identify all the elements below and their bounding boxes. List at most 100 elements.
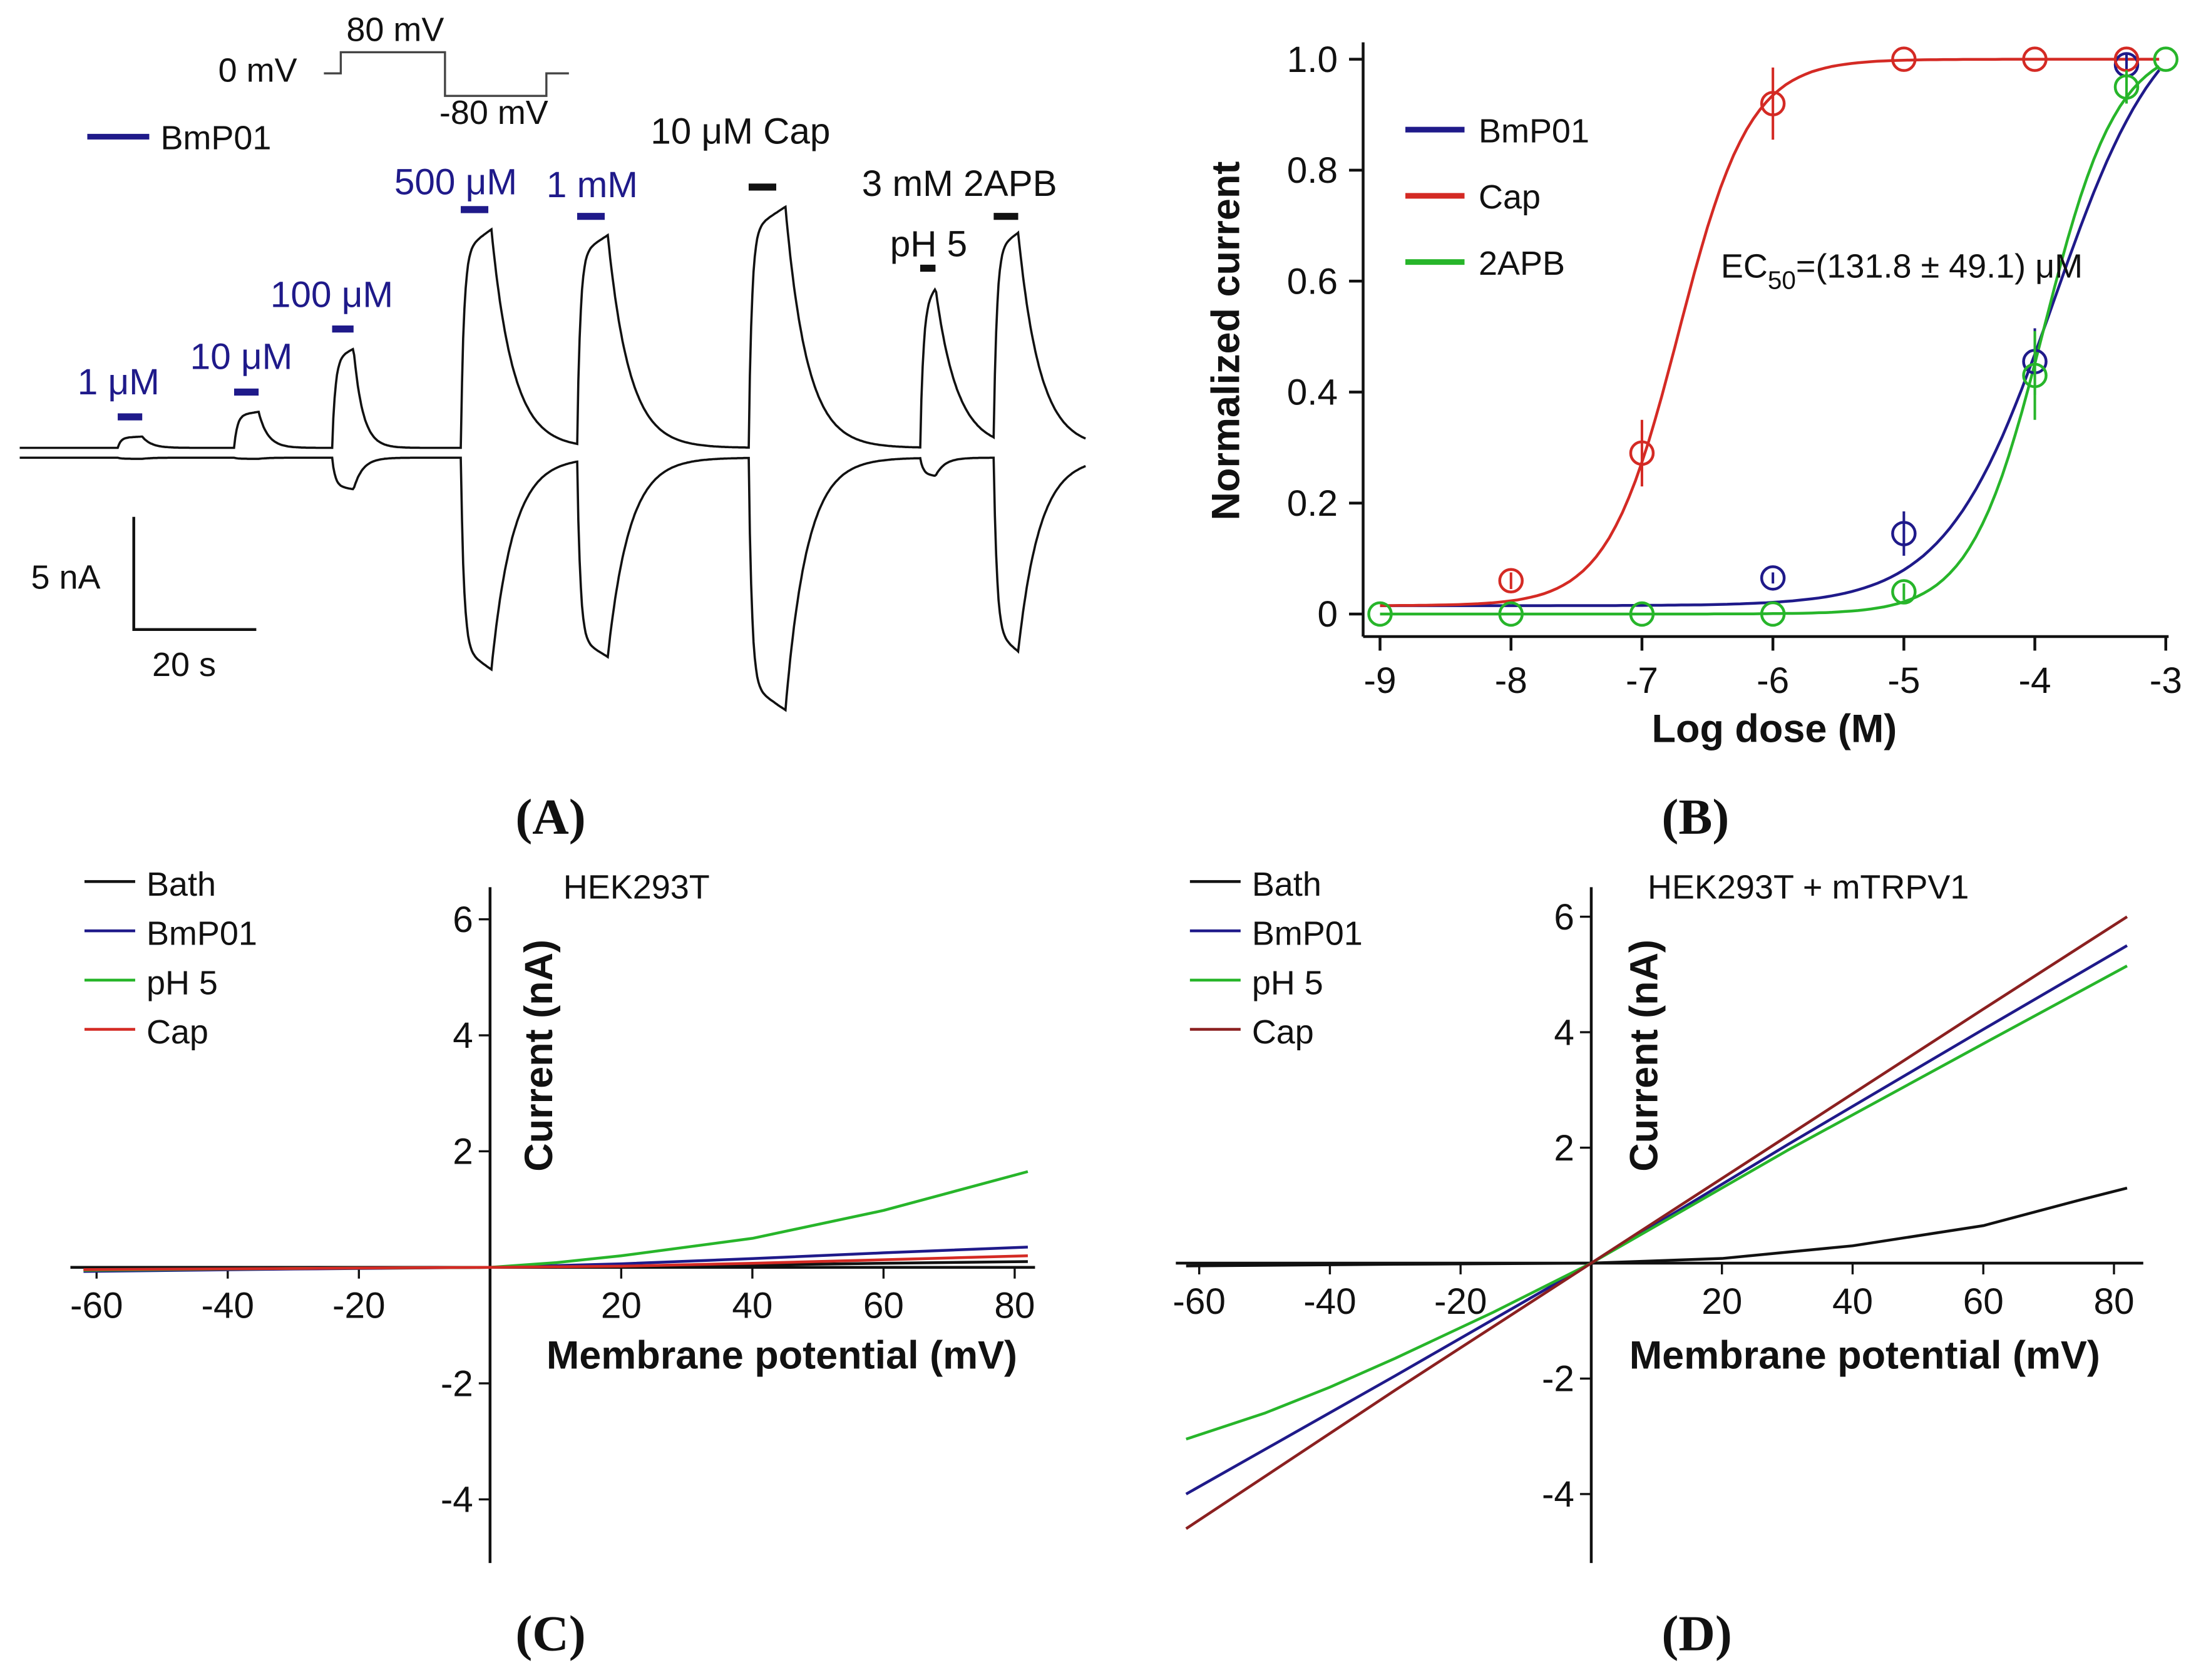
data-point-2apb [1760, 601, 1786, 627]
legend-label-2apb: 2APB [1479, 245, 1565, 282]
panel-label-b: (B) [1661, 789, 1729, 845]
data-point-2apb [1498, 601, 1524, 627]
ec50-sub: 50 [1768, 265, 1796, 294]
y-tick-label: 0 [1318, 594, 1338, 635]
panel-c-iv-hek293t: -60 -40 -20 20 40 60 80 6 4 2 -2 -4 Bath BmP01 pH 5 Cap… [70, 866, 1035, 1662]
iv-curve-bath [1186, 1186, 2128, 1268]
application-label-500-m: 500 μM [394, 162, 517, 203]
ec50-main: EC [1721, 247, 1768, 285]
y-tick-label: 2 [1554, 1128, 1574, 1169]
x-tick-label: -40 [1303, 1281, 1357, 1322]
y-tick-label: -4 [1542, 1474, 1574, 1515]
iv-curve-bmp01 [1185, 944, 2128, 1495]
x-tick-label: -40 [202, 1286, 255, 1326]
y-tick-label: 6 [1554, 897, 1574, 938]
data-point-cap [1629, 440, 1655, 466]
panel-label-d: (D) [1661, 1606, 1732, 1662]
iv-curve-ph-5 [1186, 965, 2128, 1441]
x-tick-label: -9 [1364, 660, 1397, 701]
x-tick-label: 60 [1963, 1281, 2004, 1322]
x-tick-label: -4 [2019, 660, 2051, 701]
legend-label-cap: Cap [1252, 1013, 1314, 1051]
ec50-value: =(131.8 ± 49.1) μM [1796, 247, 2083, 285]
scale-bar-y-label: 5 nA [31, 558, 100, 596]
panel-label-a: (A) [515, 789, 585, 845]
panel-a-current-traces: 0 mV 80 mV -80 mV BmP01 1 μM 10 μM 100 μM 5… [19, 11, 1086, 845]
trace-minus80mv [19, 456, 1086, 712]
legend-label-bath: Bath [1252, 866, 1321, 903]
plot-title: HEK293T + mTRPV1 [1648, 868, 1969, 906]
iv-plot: -60 -40 -20 20 40 60 80 6 4 2 -2 -4 Bath BmP01 pH 5 Cap [70, 866, 1035, 1564]
current-traces [19, 205, 1086, 712]
y-tick-label: 4 [453, 1015, 473, 1056]
data-point-cap [1498, 568, 1524, 594]
fit-curve-cap [1380, 58, 2160, 607]
y-axis-label: Current (nA) [1623, 940, 1666, 1172]
y-tick-label: -4 [441, 1480, 473, 1520]
data-point-2apb [2153, 46, 2179, 72]
application-label-ph-5: pH 5 [890, 224, 968, 265]
panel-label-c: (C) [515, 1606, 585, 1662]
trace-plus80mv [19, 205, 1086, 449]
data-points [1367, 46, 2179, 627]
application-label-10-m: 10 μM [190, 337, 293, 377]
x-axis-label: Log dose (M) [1652, 707, 1897, 751]
y-tick-label: 0.6 [1287, 261, 1338, 302]
data-point-cap [1760, 91, 1786, 116]
application-label-3-mm-2apb: 3 mM 2APB [862, 163, 1057, 204]
scale-bar: 5 nA 20 s [31, 516, 257, 684]
iv-curve-ph-5 [83, 1170, 1029, 1272]
data-point-2apb [2022, 362, 2048, 389]
x-tick-label: -60 [1172, 1281, 1226, 1322]
data-point-2apb [1367, 601, 1393, 627]
x-tick-label: -60 [70, 1286, 123, 1326]
x-tick-label: -20 [1434, 1281, 1487, 1322]
data-point-2apb [1629, 601, 1655, 627]
x-tick-label: -7 [1626, 660, 1658, 701]
x-tick-label: -20 [332, 1286, 386, 1326]
y-tick-label: -2 [441, 1363, 473, 1404]
data-point-bmp01 [1760, 565, 1786, 591]
y-tick-label: 2 [453, 1132, 473, 1172]
legend-label-bmp01: BmP01 [146, 915, 257, 953]
legend-label-ph-5: pH 5 [146, 964, 218, 1001]
legend-label-ph-5: pH 5 [1252, 964, 1323, 1001]
data-point-bmp01 [1891, 521, 1917, 546]
voltage-protocol: 0 mV 80 mV -80 mV [218, 11, 569, 131]
panel-b-dose-response: -9 -8 -7 -6 -5 -4 -3 0 0.2 0.4 0.6 0.8 1.0 BmP01 Cap 2… [1204, 39, 2182, 845]
legend-label-bmp01: BmP01 [160, 120, 271, 157]
x-tick-label: -3 [2150, 660, 2182, 701]
data-point-cap [2022, 46, 2048, 72]
data-point-cap [1891, 46, 1917, 72]
x-tick-label: -5 [1887, 660, 1920, 701]
application-markers: 1 μM 10 μM 100 μM 500 μM 1 mM 10 μM Cap pH 5 3 … [78, 111, 1057, 421]
x-tick-label: 80 [2093, 1281, 2134, 1322]
protocol-label-80mv: 80 mV [346, 11, 444, 48]
y-axis-label: Normalized current [1204, 161, 1248, 521]
legend-label-bath: Bath [146, 866, 216, 903]
legend-label-cap: Cap [1479, 178, 1541, 216]
data-point-2apb [2113, 74, 2140, 100]
iv-plot: -60 -40 -20 20 40 60 80 6 4 2 -2 -4 Bath BmP01 pH 5 Cap [1172, 866, 2143, 1564]
application-label-1-m: 1 μM [78, 362, 160, 402]
plot-title: HEK293T [563, 868, 710, 906]
data-point-2apb [1891, 579, 1917, 605]
protocol-label-minus80mv: -80 mV [439, 94, 548, 131]
x-tick-label: 20 [601, 1286, 642, 1326]
legend-label-cap: Cap [146, 1013, 208, 1051]
protocol-label-0mv: 0 mV [218, 52, 297, 90]
y-tick-label: 0.8 [1287, 150, 1338, 191]
y-tick-label: -2 [1542, 1359, 1574, 1400]
x-tick-label: 40 [732, 1286, 772, 1326]
iv-curve-cap [1185, 915, 2128, 1530]
legend-label-bmp01: BmP01 [1252, 915, 1363, 953]
y-tick-label: 0.4 [1287, 372, 1338, 413]
x-axis-label: Membrane potential (mV) [1629, 1334, 2100, 1378]
x-tick-label: -6 [1757, 660, 1789, 701]
legend: BmP01 Cap 2APB [1405, 112, 1589, 282]
x-tick-label: 80 [994, 1286, 1035, 1326]
legend-label-bmp01: BmP01 [1479, 112, 1589, 150]
y-tick-label: 4 [1554, 1012, 1574, 1053]
y-tick-label: 1.0 [1287, 39, 1338, 80]
